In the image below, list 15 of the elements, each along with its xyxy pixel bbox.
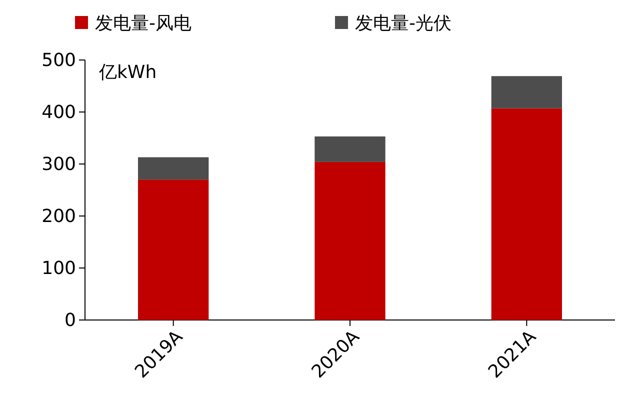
legend-label: 发电量-光伏 [355,13,452,34]
legend-label: 发电量-风电 [95,13,192,34]
y-tick-label: 200 [42,206,76,227]
y-tick-label: 400 [42,102,76,123]
bar [138,180,209,320]
y-tick-label: 100 [42,258,76,279]
bar [491,108,562,320]
bar [314,136,386,162]
bar [491,76,562,108]
y-tick-label: 500 [42,50,76,71]
y-axis-title: 亿kWh [98,62,157,83]
y-tick-label: 300 [42,154,76,175]
bar [138,157,209,180]
y-tick-label: 0 [64,310,76,331]
bar [314,162,386,320]
